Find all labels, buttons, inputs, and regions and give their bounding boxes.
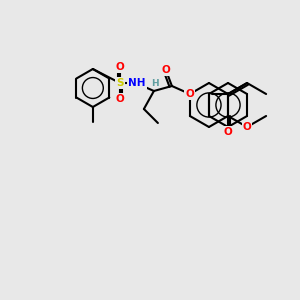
Text: O: O (185, 89, 194, 99)
Text: O: O (116, 62, 124, 72)
Text: O: O (243, 122, 251, 132)
Text: H: H (151, 79, 159, 88)
Text: NH: NH (128, 78, 146, 88)
Text: O: O (161, 65, 170, 75)
Text: S: S (116, 78, 124, 88)
Text: O: O (116, 94, 124, 104)
Text: O: O (224, 127, 232, 137)
